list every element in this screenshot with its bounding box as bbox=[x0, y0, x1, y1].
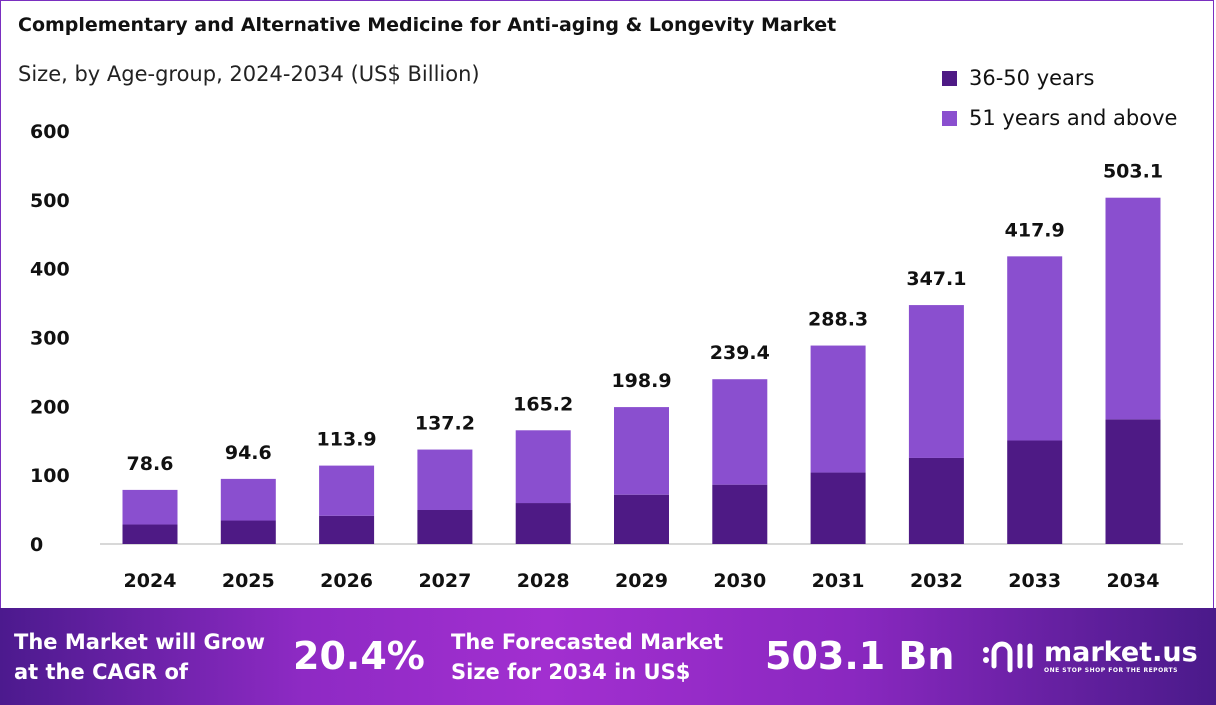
chart-frame bbox=[0, 0, 1214, 608]
data-label: 417.9 bbox=[1005, 219, 1065, 241]
x-tick-label: 2032 bbox=[910, 570, 963, 592]
data-label: 113.9 bbox=[317, 429, 377, 451]
bar-segment-51-above bbox=[908, 305, 964, 458]
bar-segment-51-above bbox=[712, 379, 768, 485]
bar-segment-36-50 bbox=[614, 494, 669, 544]
y-tick-label: 0 bbox=[30, 534, 43, 556]
bar-segment-51-above bbox=[515, 430, 571, 504]
bar-segment-36-50 bbox=[220, 520, 276, 544]
y-tick-label: 600 bbox=[30, 121, 70, 143]
data-label: 288.3 bbox=[808, 309, 868, 331]
bar-segment-51-above bbox=[810, 345, 866, 473]
data-label: 78.6 bbox=[127, 453, 174, 475]
market-us-logo: market.us ONE STOP SHOP FOR THE REPORTS bbox=[980, 636, 1198, 676]
logo-tagline: ONE STOP SHOP FOR THE REPORTS bbox=[1044, 666, 1178, 674]
legend-item-36-50: 36-50 years bbox=[942, 58, 1177, 98]
bar-chart: 0 100 200 300 400 500 600 78.6 2024 94.6 2025 113.9… bbox=[30, 121, 1183, 592]
data-label: 94.6 bbox=[225, 442, 272, 464]
cagr-value: 20.4% bbox=[293, 634, 425, 678]
summary-banner: The Market will Grow at the CAGR of 20.4… bbox=[0, 608, 1216, 705]
data-label: 347.1 bbox=[906, 268, 966, 290]
bar-segment-51-above bbox=[319, 465, 375, 516]
bar-segment-36-50 bbox=[1105, 419, 1161, 544]
x-tick-label: 2031 bbox=[812, 570, 865, 592]
bar-segment-51-above bbox=[417, 449, 473, 510]
data-label: 503.1 bbox=[1103, 161, 1163, 183]
bar-segment-36-50 bbox=[908, 457, 964, 544]
y-tick-label: 400 bbox=[30, 259, 70, 281]
x-tick-label: 2024 bbox=[124, 570, 177, 592]
y-tick-label: 500 bbox=[30, 190, 70, 212]
legend-label: 51 years and above bbox=[969, 106, 1178, 130]
data-label: 239.4 bbox=[710, 342, 770, 364]
legend-label: 36-50 years bbox=[969, 66, 1095, 90]
cagr-label-line2: at the CAGR of bbox=[14, 660, 189, 684]
forecast-label-line2: Size for 2034 in US$ bbox=[451, 660, 691, 684]
cagr-label-line1: The Market will Grow bbox=[14, 630, 265, 654]
data-label: 198.9 bbox=[611, 370, 671, 392]
y-tick-label: 100 bbox=[30, 465, 70, 487]
forecast-value: 503.1 Bn bbox=[765, 634, 955, 678]
y-tick-label: 300 bbox=[30, 328, 70, 350]
bar-segment-36-50 bbox=[1007, 440, 1063, 544]
x-tick-label: 2027 bbox=[418, 570, 471, 592]
bar-segment-36-50 bbox=[810, 472, 866, 544]
logo-name: market.us bbox=[1044, 636, 1198, 668]
x-tick-label: 2033 bbox=[1008, 570, 1061, 592]
x-tick-label: 2030 bbox=[713, 570, 766, 592]
x-tick-label: 2026 bbox=[320, 570, 373, 592]
legend-item-51-above: 51 years and above bbox=[942, 98, 1177, 138]
x-tick-label: 2025 bbox=[222, 570, 275, 592]
data-label: 137.2 bbox=[415, 413, 475, 435]
logo-icon bbox=[983, 641, 1033, 673]
y-tick-label: 200 bbox=[30, 396, 70, 418]
data-label: 165.2 bbox=[513, 393, 573, 415]
bar-segment-51-above bbox=[614, 407, 669, 495]
bar-segment-36-50 bbox=[712, 484, 768, 544]
legend: 36-50 years 51 years and above bbox=[942, 58, 1177, 138]
bar-segment-51-above bbox=[1105, 197, 1161, 420]
legend-swatch bbox=[942, 70, 957, 86]
bar-segment-36-50 bbox=[122, 524, 178, 544]
x-tick-label: 2029 bbox=[615, 570, 668, 592]
bar-segment-51-above bbox=[220, 478, 276, 521]
x-tick-label: 2034 bbox=[1107, 570, 1160, 592]
chart-title: Complementary and Alternative Medicine f… bbox=[18, 14, 837, 36]
legend-swatch bbox=[942, 110, 957, 126]
forecast-label: The Forecasted Market Size for 2034 in U… bbox=[451, 627, 723, 687]
chart-subtitle: Size, by Age-group, 2024-2034 (US$ Billi… bbox=[18, 62, 480, 86]
bar-segment-36-50 bbox=[515, 503, 571, 544]
forecast-label-line1: The Forecasted Market bbox=[451, 630, 724, 654]
x-tick-label: 2028 bbox=[517, 570, 570, 592]
bar-segment-36-50 bbox=[319, 515, 375, 544]
bar-segment-51-above bbox=[1007, 256, 1063, 441]
bar-segment-36-50 bbox=[417, 509, 473, 544]
cagr-label: The Market will Grow at the CAGR of bbox=[14, 627, 265, 687]
bar-segment-51-above bbox=[122, 489, 178, 525]
